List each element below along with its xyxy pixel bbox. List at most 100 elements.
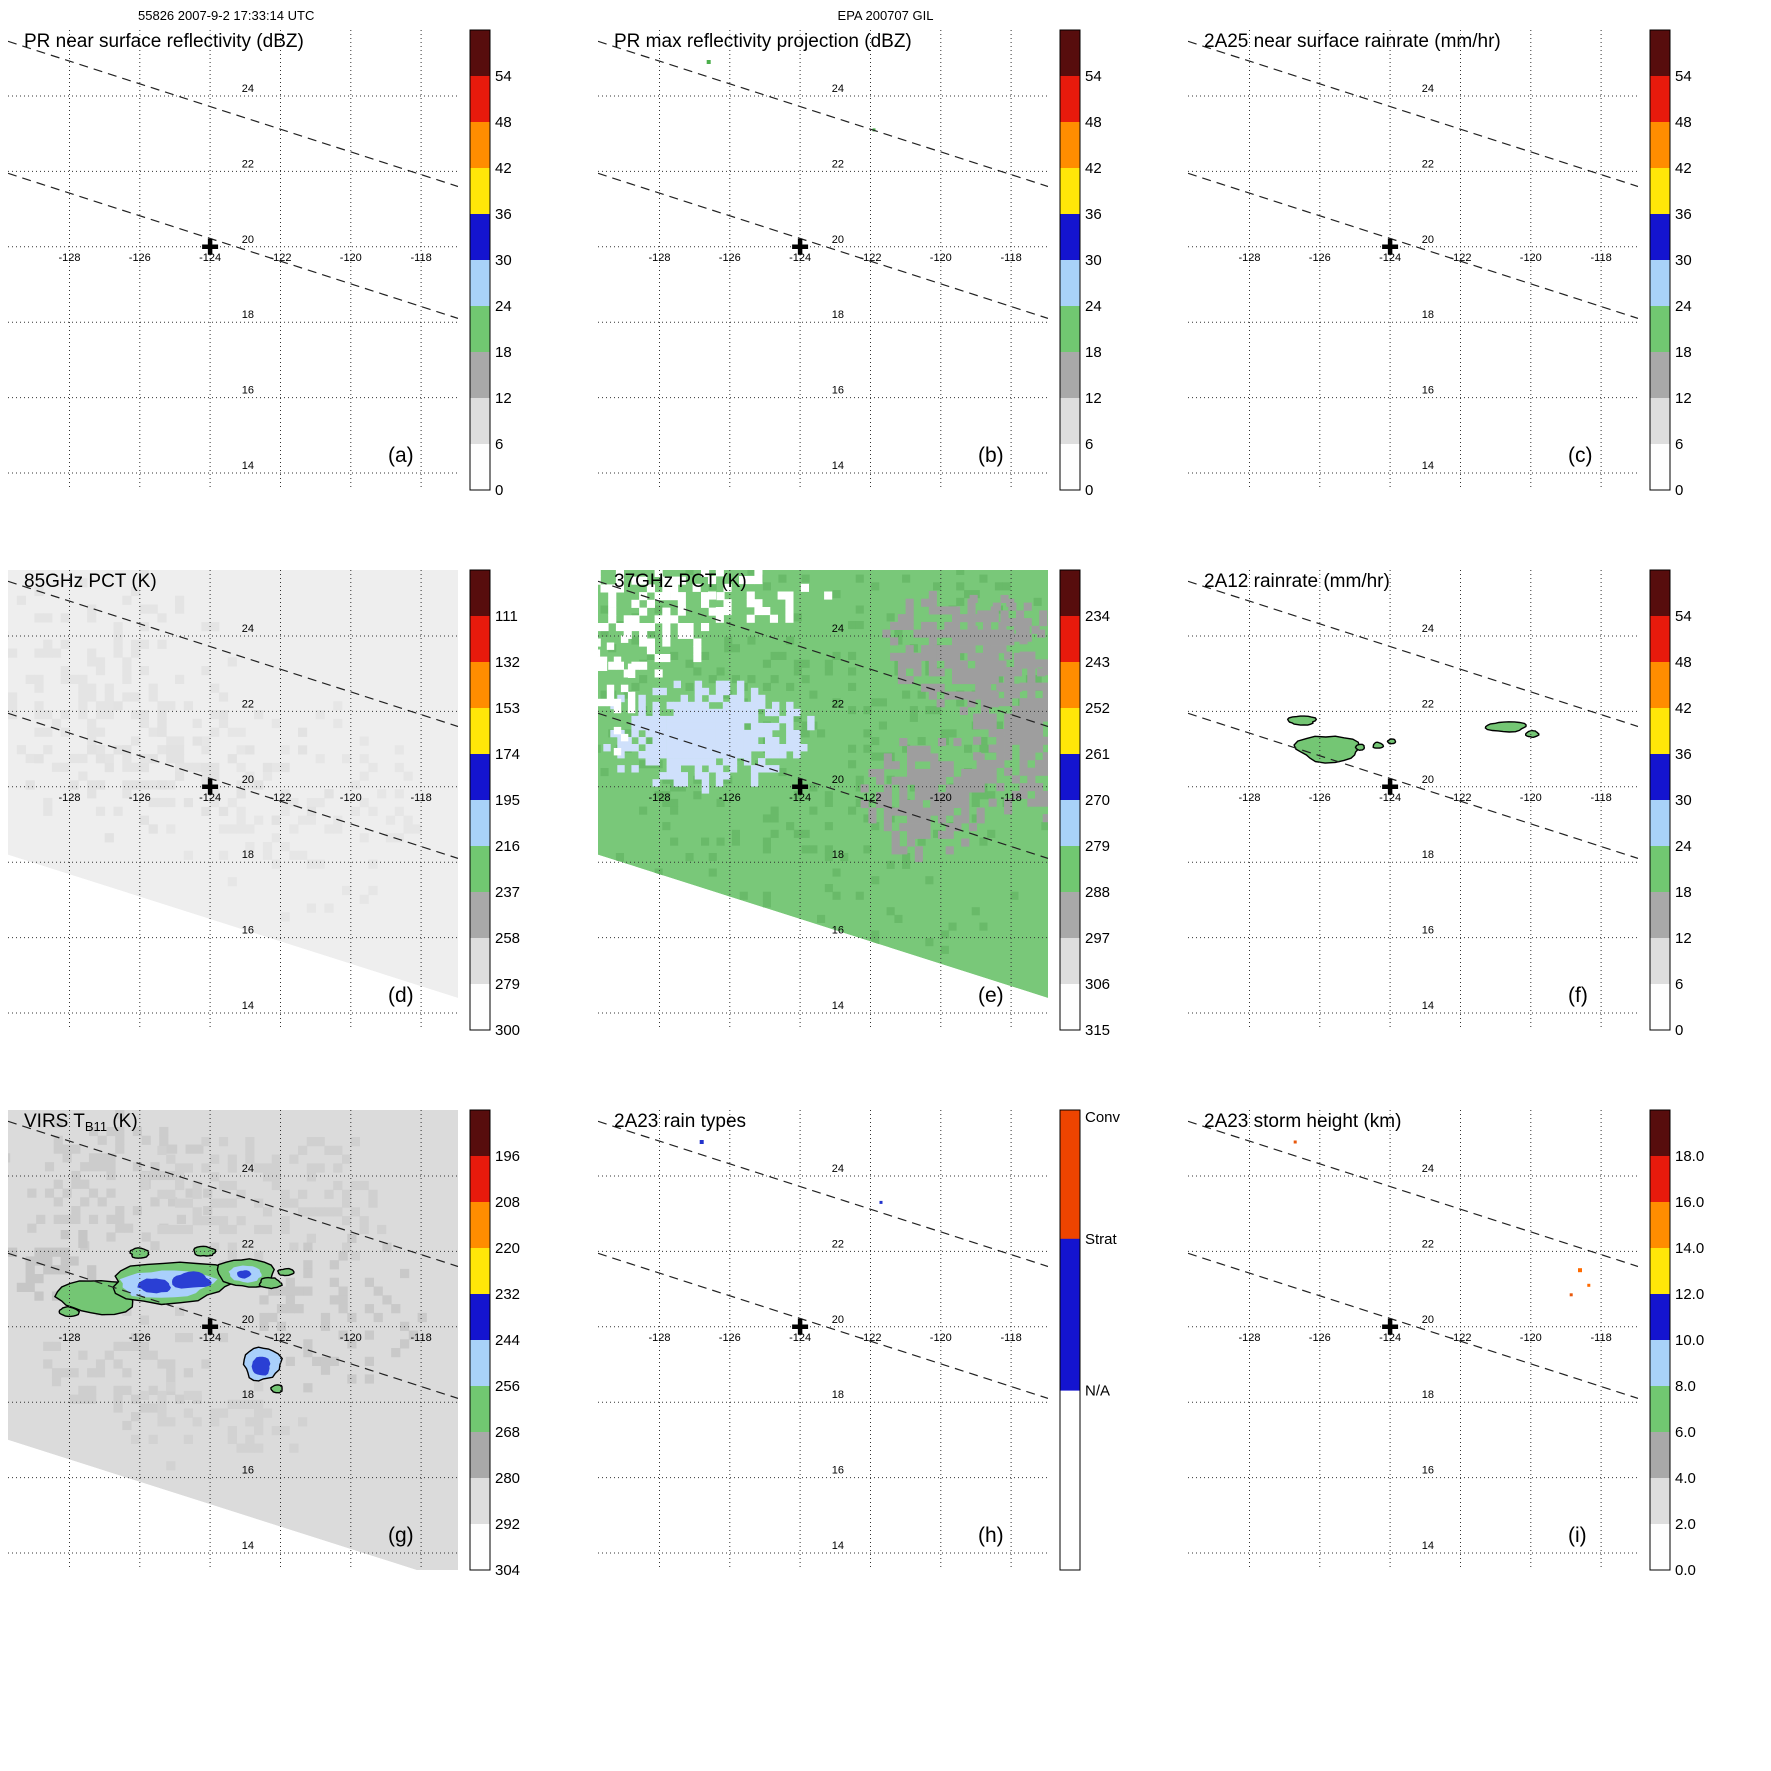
colorbar-e: 234 243 252 261 270 279 288 297 306 315	[1059, 569, 1110, 1039]
contour-blob	[1286, 715, 1318, 726]
panel-svg-h: -128 -126 -124 -122 -120 -118 24 22 20 18 16 14 2A23…	[598, 1109, 1121, 1571]
colorbar-label: 261	[1085, 746, 1110, 763]
panel-letter: (b)	[978, 444, 1004, 467]
lat-tick-label: 14	[242, 1000, 254, 1012]
contour-blob	[276, 1267, 295, 1277]
tick-labels: -128 -126 -124 -122 -120 -118 24 22 20 18 16 14	[648, 623, 1021, 1012]
lat-tick-label: 22	[1422, 1238, 1434, 1250]
center-cross-marker	[202, 238, 219, 255]
colorbar-label: 12	[1675, 390, 1692, 407]
tick-labels: -128 -126 -124 -122 -120 -118 24 22 20 18 16 14	[1238, 1163, 1611, 1552]
colorbar-label: 0.0	[1675, 1562, 1696, 1579]
panel-d: -128 -126 -124 -122 -120 -118 24 22 20 18 16 14 85GH…	[0, 540, 590, 1080]
colorbar-a: 54 48 42 36 30 24 18 12 6 0	[469, 29, 512, 499]
lon-tick-label: -126	[1309, 252, 1331, 264]
lon-tick-label: -128	[648, 1332, 670, 1344]
lon-tick-label: -124	[1379, 792, 1401, 804]
lat-tick-label: 16	[242, 925, 254, 937]
lon-tick-label: -126	[1309, 792, 1331, 804]
panel-svg-f: -128 -126 -124 -122 -120 -118 24 22 20 18 16 14 2A12…	[1188, 569, 1692, 1039]
colorbar-label: 42	[1675, 700, 1692, 717]
colorbar-label: 6	[1675, 436, 1683, 453]
panel-svg-i: -128 -126 -124 -122 -120 -118 24 22 20 18 16 14 2A23…	[1188, 1109, 1704, 1579]
tick-labels: -128 -126 -124 -122 -120 -118 24 22 20 18 16 14	[1238, 623, 1611, 1012]
lat-tick-label: 16	[1422, 385, 1434, 397]
lat-tick-label: 16	[832, 1465, 844, 1477]
lon-tick-label: -128	[58, 792, 80, 804]
colorbar-label: 111	[495, 608, 518, 625]
panel-svg-c: -128 -126 -124 -122 -120 -118 24 22 20 18 16 14 2A25…	[1188, 29, 1692, 499]
colorbar-label: 18	[1675, 884, 1692, 901]
lat-tick-label: 20	[1422, 1314, 1434, 1326]
panel-letter: (e)	[978, 984, 1004, 1007]
map-f	[1286, 715, 1540, 764]
lat-tick-label: 18	[832, 1389, 844, 1401]
colorbar-label: 0	[1085, 482, 1093, 499]
lon-tick-label: -120	[1520, 1332, 1542, 1344]
lat-tick-label: 14	[832, 1000, 844, 1012]
lon-tick-label: -124	[199, 1332, 221, 1344]
map-e	[598, 570, 1048, 998]
lat-tick-label: 22	[242, 698, 254, 710]
colorbar-label: 42	[1675, 160, 1692, 177]
panel-f: -128 -126 -124 -122 -120 -118 24 22 20 18 16 14 2A12…	[1180, 540, 1770, 1080]
colorbar-label: 18.0	[1675, 1148, 1704, 1165]
colorbar-label: 12	[495, 390, 512, 407]
lon-tick-label: -122	[1449, 1332, 1471, 1344]
gridlines	[598, 30, 1048, 490]
lat-tick-label: 14	[1422, 1540, 1434, 1552]
contour-blob	[172, 1271, 212, 1289]
colorbar-label: 54	[1675, 608, 1692, 625]
tick-labels: -128 -126 -124 -122 -120 -118 24 22 20 18 16 14	[648, 83, 1021, 472]
lat-tick-label: 14	[1422, 1000, 1434, 1012]
lon-tick-label: -118	[1590, 252, 1611, 264]
contour-blob	[237, 1270, 252, 1279]
lat-tick-label: 22	[832, 1238, 844, 1250]
lat-tick-label: 16	[832, 925, 844, 937]
lon-tick-label: -126	[719, 252, 741, 264]
speck	[1587, 1283, 1591, 1287]
panel-title: 2A23 rain types	[614, 1111, 746, 1132]
swath-edge-lines	[8, 580, 458, 859]
colorbar-label: Conv	[1085, 1109, 1121, 1126]
pixel-blob	[8, 1110, 213, 1251]
panel-letter: (h)	[978, 1524, 1004, 1547]
lat-tick-label: 24	[832, 1163, 844, 1175]
swath-edge-lines	[598, 580, 1048, 859]
pixel-blob	[259, 1233, 427, 1393]
lat-tick-label: 24	[1422, 1163, 1434, 1175]
colorbar-label: 12	[1085, 390, 1102, 407]
contour-blob	[1525, 729, 1540, 739]
lon-tick-label: -128	[1238, 792, 1260, 804]
lat-tick-label: 18	[1422, 309, 1434, 321]
lon-tick-label: -124	[789, 792, 811, 804]
contour-blob	[1354, 743, 1366, 752]
panel-svg-d: -128 -126 -124 -122 -120 -118 24 22 20 18 16 14 85GH…	[8, 569, 520, 1039]
colorbar-label: 195	[495, 792, 520, 809]
colorbar-label: 234	[1085, 608, 1110, 625]
swath-edge-lines	[8, 1120, 458, 1399]
lat-tick-label: 18	[832, 309, 844, 321]
lat-tick-label: 20	[1422, 774, 1434, 786]
colorbar-h: Conv Strat N/A	[1059, 1109, 1121, 1571]
pixel-blob	[131, 1382, 308, 1471]
colorbar-c: 54 48 42 36 30 24 18 12 6 0	[1649, 29, 1692, 499]
lon-tick-label: -120	[930, 792, 952, 804]
pixel-blob	[969, 594, 1048, 642]
pixel-blob	[603, 680, 815, 794]
lon-tick-label: -128	[58, 252, 80, 264]
colorbar-label: 36	[495, 206, 512, 223]
colorbar-label: 258	[495, 930, 520, 947]
swath-region	[598, 570, 1048, 998]
colorbar-label: 216	[495, 838, 520, 855]
lat-tick-label: 22	[832, 158, 844, 170]
panel-svg-e: -128 -126 -124 -122 -120 -118 24 22 20 18 16 14 37GH…	[598, 569, 1110, 1039]
colorbar-label: 48	[1675, 114, 1692, 131]
panel-h: -128 -126 -124 -122 -120 -118 24 22 20 18 16 14 2A23…	[590, 1080, 1180, 1620]
swath-edge-lines	[1188, 1120, 1638, 1399]
colorbar-d: 111 132 153 174 195 216 237 258 279 300	[469, 569, 520, 1039]
pixel-blob	[860, 738, 985, 863]
colorbar-label: 8.0	[1675, 1378, 1696, 1395]
colorbar-label: 297	[1085, 930, 1110, 947]
lon-tick-label: -122	[269, 1332, 291, 1344]
